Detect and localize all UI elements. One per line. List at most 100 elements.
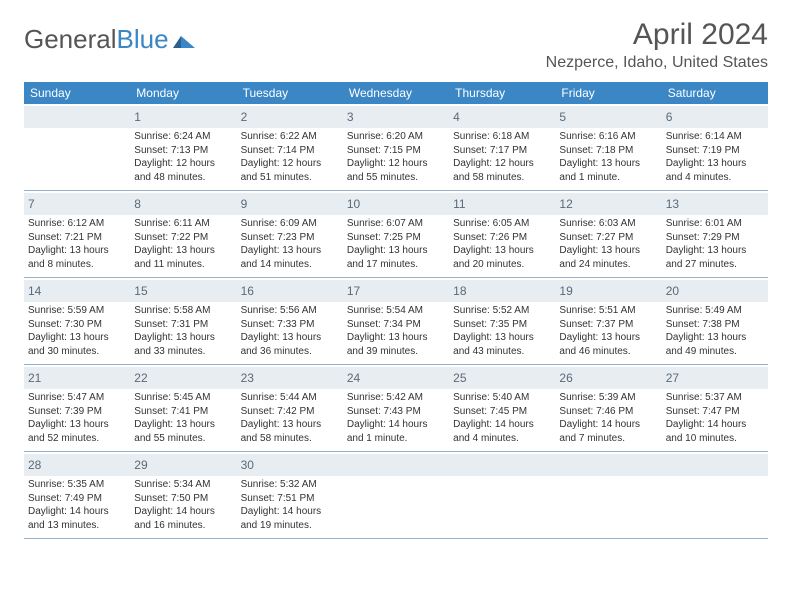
day-cell: 19Sunrise: 5:51 AMSunset: 7:37 PMDayligh… [555, 278, 661, 364]
day-number: 21 [28, 371, 41, 385]
sunrise-text: Sunrise: 6:03 AM [559, 217, 657, 231]
weekday-thursday: Thursday [449, 82, 555, 104]
day-cell: 7Sunrise: 6:12 AMSunset: 7:21 PMDaylight… [24, 191, 130, 277]
sunrise-text: Sunrise: 5:49 AM [666, 304, 764, 318]
sunrise-text: Sunrise: 6:12 AM [28, 217, 126, 231]
header: GeneralBlue April 2024 Nezperce, Idaho, … [24, 18, 768, 72]
day-number: 5 [559, 110, 566, 124]
day-number: 20 [666, 284, 679, 298]
day-number-row: 30 [237, 454, 343, 476]
day-cell: 28Sunrise: 5:35 AMSunset: 7:49 PMDayligh… [24, 452, 130, 538]
week-row: 21Sunrise: 5:47 AMSunset: 7:39 PMDayligh… [24, 365, 768, 452]
day-number-row: 7 [24, 193, 130, 215]
week-row: 14Sunrise: 5:59 AMSunset: 7:30 PMDayligh… [24, 278, 768, 365]
day-number-row: 19 [555, 280, 661, 302]
daylight-text: Daylight: 13 hours and 55 minutes. [134, 418, 232, 445]
sunrise-text: Sunrise: 5:37 AM [666, 391, 764, 405]
sunset-text: Sunset: 7:38 PM [666, 318, 764, 332]
day-cell [449, 452, 555, 538]
sunset-text: Sunset: 7:26 PM [453, 231, 551, 245]
sunrise-text: Sunrise: 6:18 AM [453, 130, 551, 144]
title-block: April 2024 Nezperce, Idaho, United State… [546, 18, 768, 72]
day-info: Sunrise: 6:11 AMSunset: 7:22 PMDaylight:… [134, 217, 232, 271]
sunset-text: Sunset: 7:21 PM [28, 231, 126, 245]
day-number: 2 [241, 110, 248, 124]
sunset-text: Sunset: 7:46 PM [559, 405, 657, 419]
day-number-row: 23 [237, 367, 343, 389]
day-number-row: 25 [449, 367, 555, 389]
day-number-row: 3 [343, 106, 449, 128]
day-cell: 14Sunrise: 5:59 AMSunset: 7:30 PMDayligh… [24, 278, 130, 364]
day-number-row [343, 454, 449, 476]
week-row: 7Sunrise: 6:12 AMSunset: 7:21 PMDaylight… [24, 191, 768, 278]
day-number-row: 20 [662, 280, 768, 302]
daylight-text: Daylight: 13 hours and 33 minutes. [134, 331, 232, 358]
calendar: Sunday Monday Tuesday Wednesday Thursday… [24, 82, 768, 539]
day-cell: 13Sunrise: 6:01 AMSunset: 7:29 PMDayligh… [662, 191, 768, 277]
day-info: Sunrise: 6:07 AMSunset: 7:25 PMDaylight:… [347, 217, 445, 271]
sunset-text: Sunset: 7:45 PM [453, 405, 551, 419]
daylight-text: Daylight: 13 hours and 43 minutes. [453, 331, 551, 358]
sunrise-text: Sunrise: 5:44 AM [241, 391, 339, 405]
day-number-row [449, 454, 555, 476]
day-number: 3 [347, 110, 354, 124]
daylight-text: Daylight: 14 hours and 4 minutes. [453, 418, 551, 445]
day-number: 14 [28, 284, 41, 298]
day-number: 28 [28, 458, 41, 472]
sunrise-text: Sunrise: 6:07 AM [347, 217, 445, 231]
day-number: 23 [241, 371, 254, 385]
day-number-row: 8 [130, 193, 236, 215]
daylight-text: Daylight: 13 hours and 11 minutes. [134, 244, 232, 271]
day-info: Sunrise: 5:56 AMSunset: 7:33 PMDaylight:… [241, 304, 339, 358]
sunrise-text: Sunrise: 6:22 AM [241, 130, 339, 144]
sunrise-text: Sunrise: 5:59 AM [28, 304, 126, 318]
daylight-text: Daylight: 14 hours and 16 minutes. [134, 505, 232, 532]
day-cell: 9Sunrise: 6:09 AMSunset: 7:23 PMDaylight… [237, 191, 343, 277]
day-cell: 16Sunrise: 5:56 AMSunset: 7:33 PMDayligh… [237, 278, 343, 364]
day-info: Sunrise: 6:16 AMSunset: 7:18 PMDaylight:… [559, 130, 657, 184]
daylight-text: Daylight: 13 hours and 58 minutes. [241, 418, 339, 445]
day-number: 30 [241, 458, 254, 472]
day-cell: 22Sunrise: 5:45 AMSunset: 7:41 PMDayligh… [130, 365, 236, 451]
day-number-row: 24 [343, 367, 449, 389]
day-number-row [555, 454, 661, 476]
day-number: 19 [559, 284, 572, 298]
sunrise-text: Sunrise: 6:16 AM [559, 130, 657, 144]
sunset-text: Sunset: 7:14 PM [241, 144, 339, 158]
day-number: 24 [347, 371, 360, 385]
daylight-text: Daylight: 13 hours and 49 minutes. [666, 331, 764, 358]
daylight-text: Daylight: 13 hours and 17 minutes. [347, 244, 445, 271]
day-cell: 23Sunrise: 5:44 AMSunset: 7:42 PMDayligh… [237, 365, 343, 451]
day-number-row: 18 [449, 280, 555, 302]
daylight-text: Daylight: 14 hours and 13 minutes. [28, 505, 126, 532]
day-number-row: 27 [662, 367, 768, 389]
day-info: Sunrise: 5:34 AMSunset: 7:50 PMDaylight:… [134, 478, 232, 532]
sunrise-text: Sunrise: 5:51 AM [559, 304, 657, 318]
day-cell: 15Sunrise: 5:58 AMSunset: 7:31 PMDayligh… [130, 278, 236, 364]
sunset-text: Sunset: 7:22 PM [134, 231, 232, 245]
day-cell: 4Sunrise: 6:18 AMSunset: 7:17 PMDaylight… [449, 104, 555, 190]
day-cell: 25Sunrise: 5:40 AMSunset: 7:45 PMDayligh… [449, 365, 555, 451]
weekday-sunday: Sunday [24, 82, 130, 104]
day-number-row: 15 [130, 280, 236, 302]
sunset-text: Sunset: 7:39 PM [28, 405, 126, 419]
day-number: 18 [453, 284, 466, 298]
day-cell [662, 452, 768, 538]
day-number-row: 21 [24, 367, 130, 389]
daylight-text: Daylight: 13 hours and 36 minutes. [241, 331, 339, 358]
sunset-text: Sunset: 7:18 PM [559, 144, 657, 158]
day-number [28, 110, 31, 124]
day-info: Sunrise: 6:12 AMSunset: 7:21 PMDaylight:… [28, 217, 126, 271]
day-info: Sunrise: 6:05 AMSunset: 7:26 PMDaylight:… [453, 217, 551, 271]
daylight-text: Daylight: 13 hours and 14 minutes. [241, 244, 339, 271]
daylight-text: Daylight: 12 hours and 51 minutes. [241, 157, 339, 184]
weekday-monday: Monday [130, 82, 236, 104]
day-number: 10 [347, 197, 360, 211]
day-info: Sunrise: 5:45 AMSunset: 7:41 PMDaylight:… [134, 391, 232, 445]
sunset-text: Sunset: 7:43 PM [347, 405, 445, 419]
daylight-text: Daylight: 13 hours and 39 minutes. [347, 331, 445, 358]
sunset-text: Sunset: 7:49 PM [28, 492, 126, 506]
logo-icon [169, 24, 199, 55]
daylight-text: Daylight: 13 hours and 4 minutes. [666, 157, 764, 184]
sunset-text: Sunset: 7:35 PM [453, 318, 551, 332]
